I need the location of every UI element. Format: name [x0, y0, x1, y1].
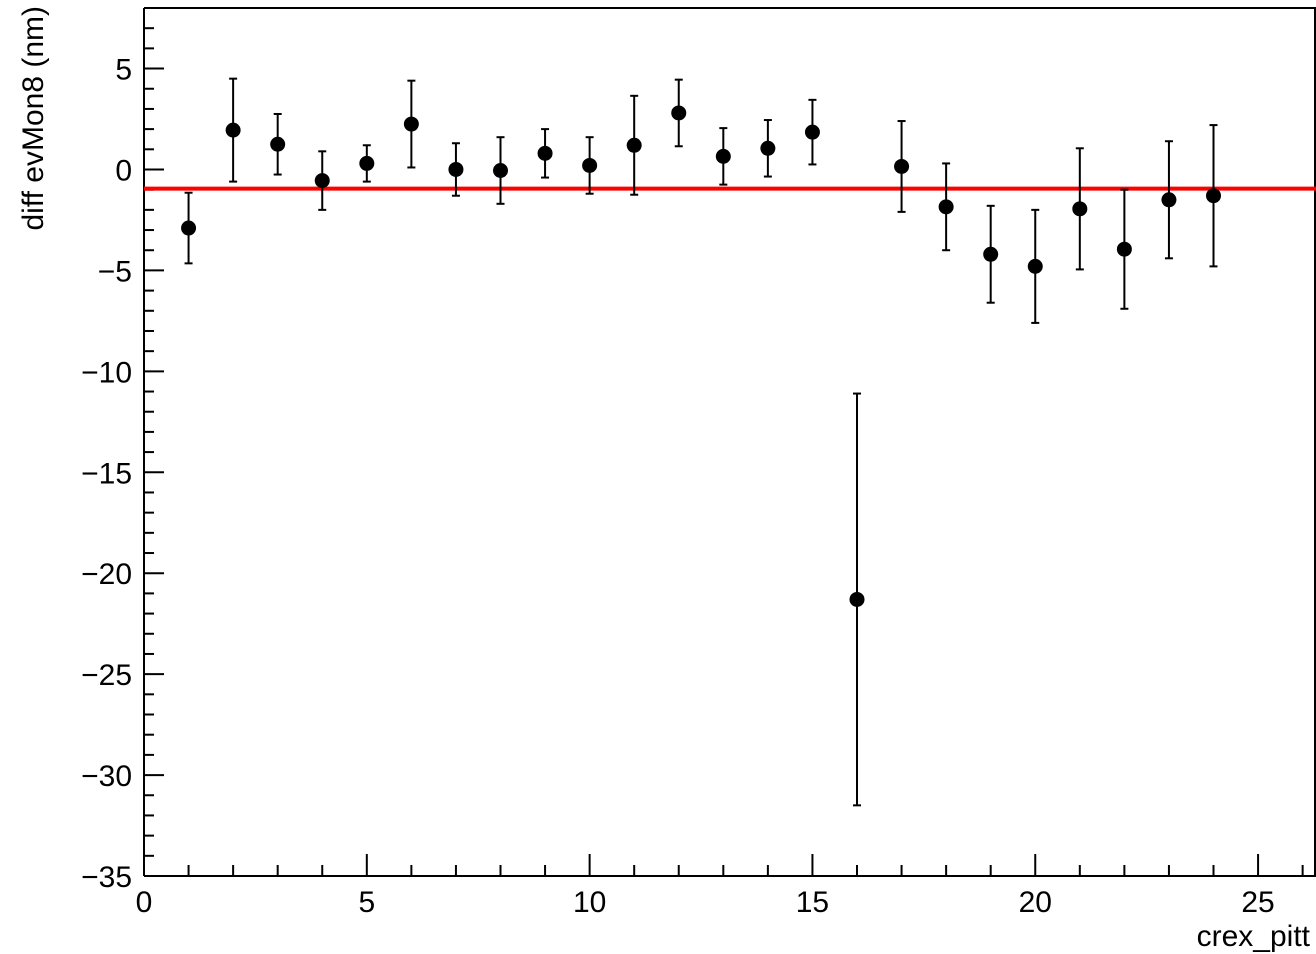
data-point — [1116, 241, 1132, 257]
data-point — [983, 246, 999, 262]
data-point — [537, 145, 553, 161]
y-tick-label: −20 — [81, 558, 132, 591]
y-tick-label: 5 — [115, 54, 132, 87]
data-point — [938, 199, 954, 215]
y-tick-label: −10 — [81, 356, 132, 389]
data-point — [715, 148, 731, 164]
data-point — [1206, 188, 1222, 204]
data-point — [582, 157, 598, 173]
y-tick-label: −35 — [81, 861, 132, 894]
x-tick-label: 15 — [796, 886, 829, 919]
data-point — [804, 124, 820, 140]
x-tick-label: 25 — [1241, 886, 1274, 919]
data-point — [671, 105, 687, 121]
data-point — [403, 116, 419, 132]
x-tick-label: 10 — [573, 886, 606, 919]
data-point — [359, 155, 375, 171]
y-axis: 5 0 −5 −10 −15 −20 −25 −30 −35 — [81, 7, 164, 894]
y-tick-label: −30 — [81, 760, 132, 793]
x-tick-label: 20 — [1019, 886, 1052, 919]
data-point — [270, 136, 286, 152]
data-point — [760, 140, 776, 156]
x-tick-label: 0 — [136, 886, 153, 919]
data-point — [849, 591, 865, 607]
data-point — [1161, 192, 1177, 208]
y-tick-label: −15 — [81, 457, 132, 490]
data-point — [493, 162, 509, 178]
data-point — [894, 158, 910, 174]
data-point — [448, 161, 464, 177]
data-point — [314, 173, 330, 189]
y-tick-label: −25 — [81, 659, 132, 692]
y-tick-label: −5 — [98, 255, 132, 288]
data-point — [181, 220, 197, 236]
data-point — [626, 137, 642, 153]
data-point — [1027, 258, 1043, 274]
y-axis-title: diff evMon8 (nm) — [17, 6, 50, 231]
x-tick-label: 5 — [358, 886, 375, 919]
data-point — [1072, 201, 1088, 217]
x-axis: 0 5 10 15 20 25 — [136, 854, 1304, 919]
x-axis-title: crex_pitt — [1197, 920, 1311, 953]
data-point — [225, 122, 241, 138]
data-points — [181, 105, 1222, 607]
y-tick-label: 0 — [115, 154, 132, 187]
plot-frame — [143, 7, 1316, 877]
